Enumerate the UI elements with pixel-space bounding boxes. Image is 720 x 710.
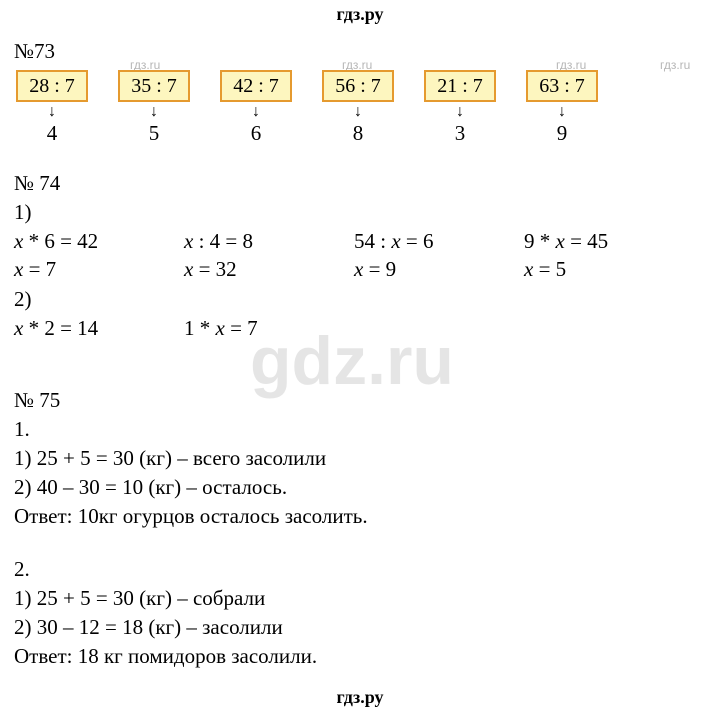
ex74-cell: 9 * x = 45 bbox=[524, 227, 664, 255]
ex75-title: № 75 bbox=[14, 388, 706, 413]
ex74-cell: x : 4 = 8 bbox=[184, 227, 354, 255]
ex75-p2-answer: Ответ: 18 кг помидоров засолили. bbox=[14, 642, 706, 671]
ex73-box-col: 28 : 7 ↓ 4 bbox=[16, 70, 88, 145]
ex74-part2-label: 2) bbox=[14, 285, 706, 314]
ex74-cell: x = 5 bbox=[524, 255, 664, 283]
ex74-cell: 54 : x = 6 bbox=[354, 227, 524, 255]
ex74-grid: x * 6 = 42 x : 4 = 8 54 : x = 6 9 * x = … bbox=[14, 227, 706, 283]
ex73-box: 42 : 7 bbox=[220, 70, 292, 102]
ex73-box-col: 63 : 7 ↓ 9 bbox=[526, 70, 598, 145]
ex73-result: 6 bbox=[251, 121, 262, 145]
arrow-down-icon: ↓ bbox=[558, 103, 566, 121]
ex73-box-col: 21 : 7 ↓ 3 bbox=[424, 70, 496, 145]
ex74-row2: x * 2 = 14 1 * x = 7 bbox=[14, 314, 706, 342]
ex75-p2-line: 1) 25 + 5 = 30 (кг) – собрали bbox=[14, 584, 706, 613]
ex73-box: 28 : 7 bbox=[16, 70, 88, 102]
ex75-p2-line: 2) 30 – 12 = 18 (кг) – засолили bbox=[14, 613, 706, 642]
ex74-cell: x * 6 = 42 bbox=[14, 227, 184, 255]
arrow-down-icon: ↓ bbox=[252, 103, 260, 121]
header-site: гдз.ру bbox=[14, 0, 706, 25]
ex73-boxes-row: 28 : 7 ↓ 4 35 : 7 ↓ 5 42 : 7 ↓ 6 56 : 7 … bbox=[16, 70, 706, 145]
ex73-result: 4 bbox=[47, 121, 58, 145]
ex73-box-col: 56 : 7 ↓ 8 bbox=[322, 70, 394, 145]
ex73-title: №73 bbox=[14, 39, 706, 64]
ex73-box-col: 42 : 7 ↓ 6 bbox=[220, 70, 292, 145]
ex74-cell: x = 9 bbox=[354, 255, 524, 283]
ex73-result: 3 bbox=[455, 121, 466, 145]
ex75-p1-num: 1. bbox=[14, 415, 706, 444]
ex74-cell: x = 7 bbox=[14, 255, 184, 283]
ex73-result: 5 bbox=[149, 121, 160, 145]
ex74-cell: x * 2 = 14 bbox=[14, 314, 184, 342]
ex75-p1-line: 1) 25 + 5 = 30 (кг) – всего засолили bbox=[14, 444, 706, 473]
ex73-box: 35 : 7 bbox=[118, 70, 190, 102]
ex75-p2-num: 2. bbox=[14, 555, 706, 584]
ex75-p1-line: 2) 40 – 30 = 10 (кг) – осталось. bbox=[14, 473, 706, 502]
ex73-result: 9 bbox=[557, 121, 568, 145]
ex73-box: 56 : 7 bbox=[322, 70, 394, 102]
arrow-down-icon: ↓ bbox=[456, 103, 464, 121]
arrow-down-icon: ↓ bbox=[354, 103, 362, 121]
ex74-cell: x = 32 bbox=[184, 255, 354, 283]
ex74-title: № 74 bbox=[14, 171, 706, 196]
footer-site: гдз.ру bbox=[0, 687, 720, 708]
ex73-result: 8 bbox=[353, 121, 364, 145]
ex75-p1-answer: Ответ: 10кг огурцов осталось засолить. bbox=[14, 502, 706, 531]
arrow-down-icon: ↓ bbox=[150, 103, 158, 121]
ex74-cell: 1 * x = 7 bbox=[184, 314, 354, 342]
ex73-box-col: 35 : 7 ↓ 5 bbox=[118, 70, 190, 145]
ex73-box: 21 : 7 bbox=[424, 70, 496, 102]
arrow-down-icon: ↓ bbox=[48, 103, 56, 121]
ex73-box: 63 : 7 bbox=[526, 70, 598, 102]
ex74-part1-label: 1) bbox=[14, 198, 706, 227]
page-root: гдз.ру гдз.ru гдз.ru гдз.ru гдз.ru №73 2… bbox=[0, 0, 720, 710]
